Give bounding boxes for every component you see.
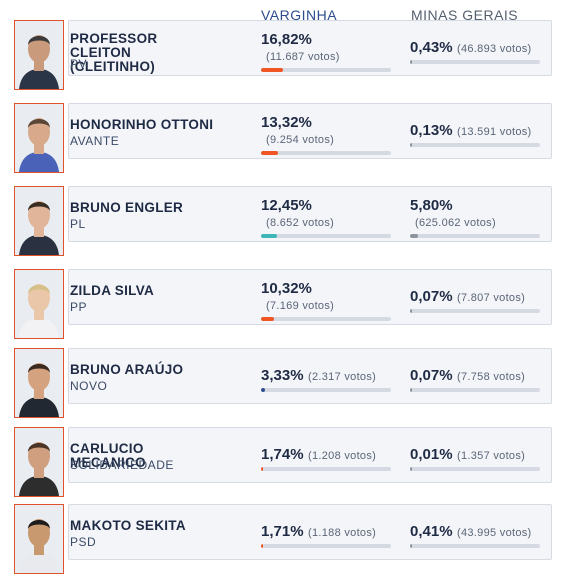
- varginha-votes: (7.169 votos): [266, 300, 335, 312]
- candidate-party: PL: [70, 217, 86, 231]
- candidate-party: AVANTE: [70, 134, 120, 148]
- varginha-votes: (9.254 votos): [266, 134, 335, 146]
- minas-gerais-votes: (43.995 votos): [457, 527, 532, 539]
- varginha-votes: (8.652 votos): [266, 217, 335, 229]
- candidate-party: PV: [70, 57, 88, 71]
- varginha-percentage: 10,32%: [261, 280, 312, 297]
- varginha-progress-bar: [261, 388, 391, 392]
- minas-gerais-percentage: 0,07%: [410, 288, 453, 305]
- varginha-percentage: 3,33%: [261, 367, 304, 384]
- candidate-party: NOVO: [70, 379, 108, 393]
- candidate-name: ZILDA SILVA: [70, 283, 155, 298]
- varginha-votes: (1.188 votos): [308, 527, 377, 539]
- varginha-percentage: 1,74%: [261, 446, 304, 463]
- varginha-progress-bar: [261, 317, 391, 321]
- candidate-card: [68, 20, 552, 76]
- varginha-progress-fill: [261, 234, 277, 238]
- candidate-card: [68, 427, 552, 483]
- candidate-name: HONORINHO OTTONI: [70, 117, 214, 132]
- minas-gerais-progress-fill: [410, 60, 412, 64]
- minas-gerais-progress-fill: [410, 234, 418, 238]
- minas-gerais-votes: (7.807 votos): [457, 292, 526, 304]
- minas-gerais-progress-fill: [410, 309, 412, 313]
- candidate-photo: [14, 348, 64, 418]
- minas-gerais-percentage: 0,13%: [410, 122, 453, 139]
- minas-gerais-percentage: 0,07%: [410, 367, 453, 384]
- minas-gerais-votes: (7.758 votos): [457, 371, 526, 383]
- minas-gerais-progress-bar: [410, 60, 540, 64]
- varginha-percentage: 16,82%: [261, 31, 312, 48]
- candidate-card: [68, 504, 552, 560]
- varginha-progress-fill: [261, 388, 265, 392]
- minas-gerais-progress-bar: [410, 467, 540, 471]
- minas-gerais-progress-fill: [410, 143, 412, 147]
- candidate-name: BRUNO ARAÚJO: [70, 362, 184, 377]
- minas-gerais-progress-bar: [410, 234, 540, 238]
- minas-gerais-votes: (46.893 votos): [457, 43, 532, 55]
- minas-gerais-percentage: 5,80%: [410, 197, 453, 214]
- minas-gerais-votes: (625.062 votos): [415, 217, 496, 229]
- varginha-progress-bar: [261, 68, 391, 72]
- varginha-progress-fill: [261, 467, 263, 471]
- minas-gerais-progress-fill: [410, 544, 412, 548]
- candidate-name: CARLUCIO MECANICO: [70, 441, 146, 470]
- varginha-percentage: 13,32%: [261, 114, 312, 131]
- varginha-votes: (11.687 votos): [266, 51, 340, 63]
- varginha-votes: (2.317 votos): [308, 371, 377, 383]
- candidate-card: [68, 103, 552, 159]
- minas-gerais-percentage: 0,43%: [410, 39, 453, 56]
- column-header-minas-gerais: MINAS GERAIS: [411, 7, 519, 23]
- varginha-progress-bar: [261, 234, 391, 238]
- candidate-photo: [14, 504, 64, 574]
- candidate-party: SOLIDARIEDADE: [70, 458, 174, 472]
- candidate-name: BRUNO ENGLER: [70, 200, 184, 215]
- candidate-photo: [14, 427, 64, 497]
- varginha-progress-fill: [261, 68, 283, 72]
- minas-gerais-votes: (13.591 votos): [457, 126, 532, 138]
- varginha-percentage: 1,71%: [261, 523, 304, 540]
- varginha-progress-bar: [261, 544, 391, 548]
- minas-gerais-percentage: 0,01%: [410, 446, 453, 463]
- candidate-photo: [14, 269, 64, 339]
- candidate-row: ZILDA SILVA PP 10,32% (7.169 votos) 0,07%…: [14, 269, 552, 339]
- minas-gerais-progress-bar: [410, 544, 540, 548]
- candidate-card: [68, 348, 552, 404]
- column-header-varginha: VARGINHA: [261, 7, 338, 23]
- minas-gerais-percentage: 0,41%: [410, 523, 453, 540]
- candidate-row: BRUNO ENGLER PL 12,45% (8.652 votos) 5,80…: [14, 186, 552, 256]
- minas-gerais-votes: (1.357 votos): [457, 450, 526, 462]
- varginha-progress-bar: [261, 151, 391, 155]
- candidate-row: BRUNO ARAÚJO NOVO 3,33% (2.317 votos) 0,…: [14, 348, 552, 418]
- varginha-progress-fill: [261, 317, 274, 321]
- minas-gerais-progress-bar: [410, 388, 540, 392]
- minas-gerais-progress-fill: [410, 388, 412, 392]
- minas-gerais-progress-bar: [410, 143, 540, 147]
- candidate-row: PROFESSOR CLEITON (CLEITINHO) PV 16,82% (…: [14, 20, 552, 90]
- candidate-row: CARLUCIO MECANICO SOLIDARIEDADE 1,74% (1…: [14, 427, 552, 497]
- varginha-progress-bar: [261, 467, 391, 471]
- candidate-photo: [14, 103, 64, 173]
- candidate-row: MAKOTO SEKITA PSD 1,71% (1.188 votos) 0,…: [14, 504, 552, 574]
- candidate-card: [68, 186, 552, 242]
- candidate-photo: [14, 186, 64, 256]
- candidate-photo: [14, 20, 64, 90]
- minas-gerais-progress-bar: [410, 309, 540, 313]
- minas-gerais-progress-fill: [410, 467, 412, 471]
- varginha-votes: (1.208 votos): [308, 450, 377, 462]
- varginha-percentage: 12,45%: [261, 197, 312, 214]
- candidate-name: MAKOTO SEKITA: [70, 518, 186, 533]
- candidate-row: HONORINHO OTTONI AVANTE 13,32% (9.254 vot…: [14, 103, 552, 173]
- candidate-card: [68, 269, 552, 325]
- candidate-party: PSD: [70, 535, 97, 549]
- candidate-name: PROFESSOR CLEITON (CLEITINHO): [70, 31, 158, 74]
- varginha-progress-fill: [261, 151, 278, 155]
- candidate-party: PP: [70, 300, 88, 314]
- varginha-progress-fill: [261, 544, 263, 548]
